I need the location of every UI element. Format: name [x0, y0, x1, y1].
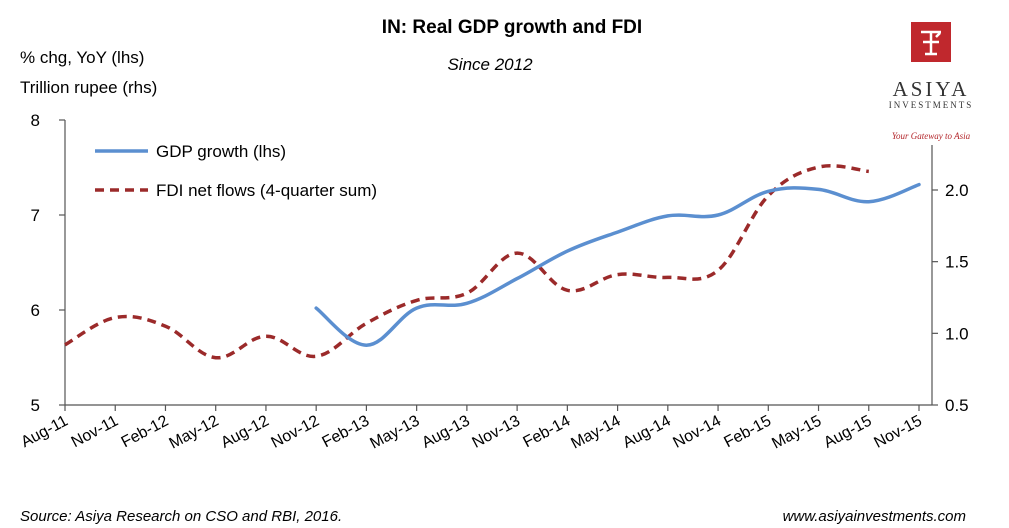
- x-tick-label: Aug-14: [620, 412, 674, 451]
- right-tick-label: 2.0: [945, 181, 969, 200]
- x-tick-label: Nov-12: [269, 412, 323, 451]
- logo-tagline: Your Gateway to Asia: [892, 131, 971, 141]
- x-tick-label: May-12: [166, 412, 221, 452]
- x-tick-label: Aug-12: [218, 412, 272, 451]
- right-axis-ticks: 0.5 1.0 1.5 2.0: [932, 181, 969, 415]
- asiya-logo: ASIYA INVESTMENTS Your Gateway to Asia: [889, 22, 974, 141]
- left-axis-unit: % chg, YoY (lhs): [20, 48, 144, 67]
- x-tick-label: Nov-11: [69, 412, 122, 451]
- logo-name: ASIYA: [893, 77, 970, 101]
- x-tick-label: May-14: [568, 412, 623, 452]
- right-axis-unit: Trillion rupee (rhs): [20, 78, 157, 97]
- x-tick-label: May-13: [367, 412, 422, 452]
- website: www.asiyainvestments.com: [783, 508, 966, 525]
- left-tick-label: 6: [31, 301, 40, 320]
- x-axis-ticks: Aug-11Nov-11Feb-12May-12Aug-12Nov-12Feb-…: [18, 405, 925, 453]
- source-note: Source: Asiya Research on CSO and RBI, 2…: [20, 508, 342, 525]
- x-tick-label: Feb-13: [320, 412, 373, 451]
- gdp-growth-line: [314, 182, 921, 347]
- x-tick-label: May-15: [769, 412, 824, 452]
- legend-label-gdp: GDP growth (lhs): [156, 142, 286, 161]
- left-tick-label: 7: [31, 206, 40, 225]
- x-tick-label: Aug-15: [821, 412, 875, 451]
- series-layer: [64, 164, 921, 360]
- right-tick-label: 1.0: [945, 324, 969, 343]
- x-tick-label: Aug-13: [419, 412, 473, 451]
- x-tick-label: Nov-13: [469, 412, 523, 451]
- right-tick-label: 1.5: [945, 253, 969, 272]
- fdi-net-flows-line: [64, 164, 870, 360]
- x-tick-label: Nov-15: [871, 412, 925, 451]
- left-tick-label: 5: [31, 396, 40, 415]
- left-axis-ticks: 5 6 7 8: [31, 111, 65, 415]
- x-tick-label: Feb-14: [520, 412, 573, 451]
- chart-title: IN: Real GDP growth and FDI: [382, 17, 642, 38]
- logo-sub: INVESTMENTS: [889, 100, 974, 110]
- x-tick-label: Aug-11: [18, 412, 71, 451]
- right-tick-label: 0.5: [945, 396, 969, 415]
- x-tick-label: Feb-12: [119, 412, 172, 451]
- chart-subtitle: Since 2012: [447, 55, 533, 74]
- logo-seal-mark: [921, 30, 941, 56]
- x-tick-label: Nov-14: [670, 412, 724, 451]
- legend-label-fdi: FDI net flows (4-quarter sum): [156, 181, 377, 200]
- x-tick-label: Feb-15: [721, 412, 774, 451]
- left-tick-label: 8: [31, 111, 40, 130]
- legend: GDP growth (lhs) FDI net flows (4-quarte…: [95, 142, 377, 200]
